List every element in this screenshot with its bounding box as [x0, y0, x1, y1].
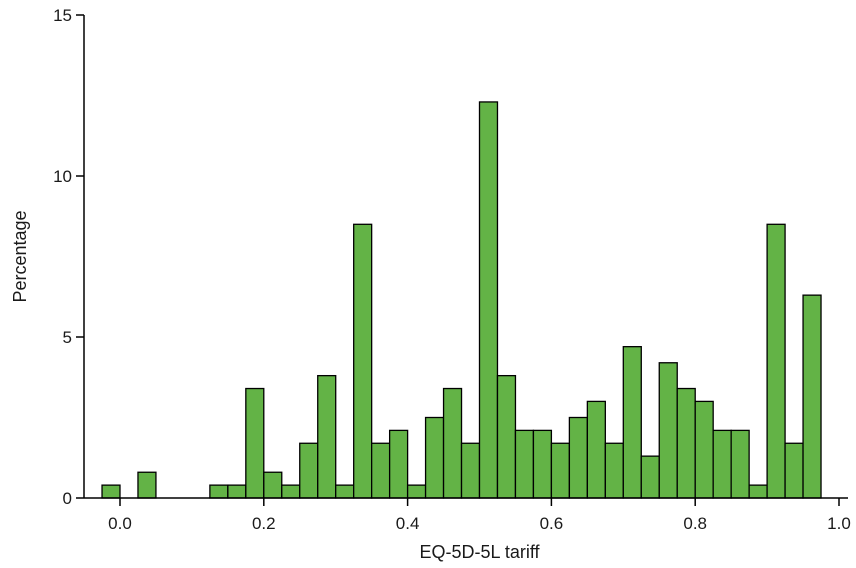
histogram-bar — [245, 387, 265, 499]
bars-group — [101, 101, 822, 499]
x-axis-title: EQ-5D-5L tariff — [419, 542, 540, 562]
x-tick-label: 1.0 — [827, 514, 851, 533]
histogram-bar — [478, 101, 499, 499]
histogram-bar — [353, 223, 373, 499]
histogram-bar — [281, 484, 301, 499]
histogram-bar — [299, 442, 319, 499]
histogram-bar — [784, 442, 804, 499]
histogram-bar — [550, 442, 571, 499]
histogram-bar — [460, 442, 481, 499]
y-tick-label: 5 — [63, 328, 72, 347]
histogram-bar — [586, 400, 606, 499]
histogram-bar — [424, 416, 445, 499]
y-tick-label: 10 — [53, 167, 72, 186]
histogram-bar — [263, 471, 283, 499]
x-tick-label: 0.6 — [540, 514, 564, 533]
histogram-bar — [802, 294, 822, 499]
histogram-bar — [748, 484, 768, 499]
x-tick-label: 0.2 — [252, 514, 276, 533]
histogram-bar — [442, 387, 463, 499]
y-tick-label: 15 — [53, 6, 72, 25]
histogram-bar — [514, 429, 535, 499]
histogram-bar — [335, 484, 355, 499]
histogram-bar — [640, 455, 660, 499]
histogram-bar — [622, 346, 642, 499]
histogram-bar — [568, 416, 589, 499]
histogram-bar — [496, 374, 517, 499]
histogram-bar — [730, 429, 750, 499]
histogram-bar — [137, 471, 157, 499]
histogram-bar — [370, 442, 391, 499]
y-axis-title: Percentage — [10, 210, 30, 302]
histogram-bar — [604, 442, 624, 499]
x-tick-label: 0.0 — [108, 514, 132, 533]
x-tick-label: 0.8 — [683, 514, 707, 533]
histogram-bar — [532, 429, 553, 499]
histogram-bar — [658, 362, 678, 499]
y-tick-label: 0 — [63, 489, 72, 508]
ticks-group: 0 5 10 15 0.0 0.2 0.4 0.6 0.8 1.0 — [53, 6, 851, 533]
axes-group — [83, 15, 848, 499]
histogram-bar — [317, 374, 337, 499]
histogram-bar — [766, 223, 786, 499]
histogram-bar — [406, 484, 427, 499]
histogram-bar — [227, 484, 247, 499]
histogram-bar — [209, 484, 229, 499]
histogram-bar — [388, 429, 409, 499]
histogram-bar — [676, 387, 696, 499]
histogram-bar — [101, 484, 121, 499]
histogram-bar — [712, 429, 732, 499]
x-tick-label: 0.4 — [396, 514, 420, 533]
histogram-bar — [694, 400, 714, 499]
